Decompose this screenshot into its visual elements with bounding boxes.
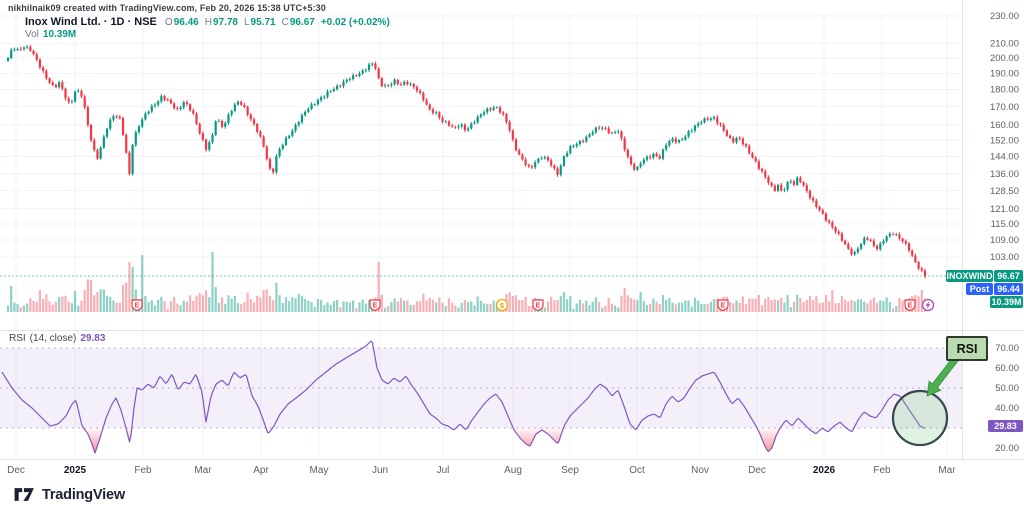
close-value: C 96.67 [281,17,315,28]
high-value: H 97.78 [204,17,238,28]
svg-text:190.00: 190.00 [990,69,1019,80]
svg-text:Jun: Jun [372,465,388,476]
svg-text:Jul: Jul [437,465,450,476]
price-axis[interactable]: 230.00 210.00 200.00 190.00 180.00 170.00 160.… [990,11,1019,263]
svg-text:70.00: 70.00 [995,343,1019,354]
earnings-icon [717,299,729,312]
svg-text:Mar: Mar [194,465,212,476]
volume-badge: 10.39M [990,296,1023,308]
annotation-circle [891,389,949,447]
svg-text:180.00: 180.00 [990,85,1019,96]
rsi-value-badge: 29.83 [988,420,1023,432]
earnings-icon [369,299,381,312]
svg-text:May: May [310,465,329,476]
svg-text:40.00: 40.00 [995,403,1019,414]
svg-text:160.00: 160.00 [990,120,1019,131]
svg-text:2026: 2026 [813,465,836,476]
symbol-legend: Inox Wind Ltd. · 1D · NSE O 96.46 H 97.78 … [25,16,390,28]
rsi-params: (14, close) [29,333,77,344]
change-value: +0.02 (+0.02%) [320,17,390,28]
tradingview-logo-icon [14,488,34,501]
event-markers[interactable]: E E $ E E E [131,298,935,312]
svg-text:230.00: 230.00 [990,11,1019,22]
svg-text:20.00: 20.00 [995,443,1019,454]
rsi-value: 29.83 [80,333,106,344]
volume-value: 10.39M [42,29,77,40]
svg-text:Feb: Feb [134,465,152,476]
rsi-axis[interactable]: 70.00 60.00 50.00 40.00 20.00 [995,343,1019,454]
pane-separators [0,0,1024,460]
svg-text:103.00: 103.00 [990,252,1019,263]
low-value: L 95.71 [243,17,276,28]
svg-text:128.50: 128.50 [990,186,1019,197]
svg-text:E: E [536,303,541,310]
grid-lines [0,14,962,456]
svg-text:$: $ [500,301,505,310]
creation-watermark: nikhilnaik09 created with TradingView.co… [8,3,326,13]
volume-legend: Vol 10.39M [25,29,77,40]
svg-text:60.00: 60.00 [995,363,1019,374]
rsi-indicator-name[interactable]: RSI [9,333,26,344]
svg-text:200.00: 200.00 [990,53,1019,64]
svg-text:115.00: 115.00 [991,219,1019,230]
candles-layer[interactable] [6,44,927,279]
svg-text:E: E [373,303,378,310]
rsi-legend: RSI (14, close) 29.83 [9,333,105,344]
open-value: O 96.46 [164,17,199,28]
time-axis[interactable]: Dec 2025 Feb Mar Apr May Jun Jul Aug Sep Oct Nov Dec… [7,465,956,476]
svg-text:Nov: Nov [691,465,709,476]
svg-text:Oct: Oct [629,465,645,476]
svg-text:Sep: Sep [561,465,579,476]
annotation-arrow [926,354,960,397]
svg-text:121.00: 121.00 [990,204,1019,215]
dividend-icon [495,298,509,312]
tradingview-logo-text: TradingView [42,486,125,503]
svg-text:152.00: 152.00 [990,135,1019,146]
svg-text:E: E [721,303,726,310]
svg-text:170.00: 170.00 [990,102,1019,113]
svg-text:Aug: Aug [504,465,522,476]
svg-text:Mar: Mar [938,465,956,476]
post-market-price-badge: 96.44 [994,283,1023,295]
last-price-badge: 96.67 [994,270,1023,282]
svg-text:Feb: Feb [873,465,891,476]
earnings-icon [904,299,916,312]
svg-text:Dec: Dec [7,465,25,476]
post-market-label-badge: Post [966,283,993,295]
volume-bars [6,252,927,312]
svg-text:144.00: 144.00 [990,152,1019,163]
svg-text:Apr: Apr [253,465,269,476]
tradingview-logo[interactable]: TradingView [14,486,125,503]
svg-text:109.00: 109.00 [990,235,1019,246]
rsi-line[interactable] [1,340,926,454]
symbol-title[interactable]: Inox Wind Ltd. · 1D · NSE [25,16,157,28]
svg-text:50.00: 50.00 [995,383,1019,394]
earnings-icon [131,299,143,312]
earnings-icon [532,299,544,312]
svg-text:E: E [908,303,913,310]
svg-text:Dec: Dec [748,465,766,476]
svg-text:2025: 2025 [64,465,87,476]
ticker-badge: INOXWIND [946,270,993,282]
svg-text:210.00: 210.00 [990,38,1019,49]
svg-text:E: E [135,303,140,310]
svg-text:136.00: 136.00 [990,169,1019,180]
rsi-annotation-label[interactable]: RSI [946,336,988,361]
rsi-annotation-drawing[interactable] [891,354,960,447]
